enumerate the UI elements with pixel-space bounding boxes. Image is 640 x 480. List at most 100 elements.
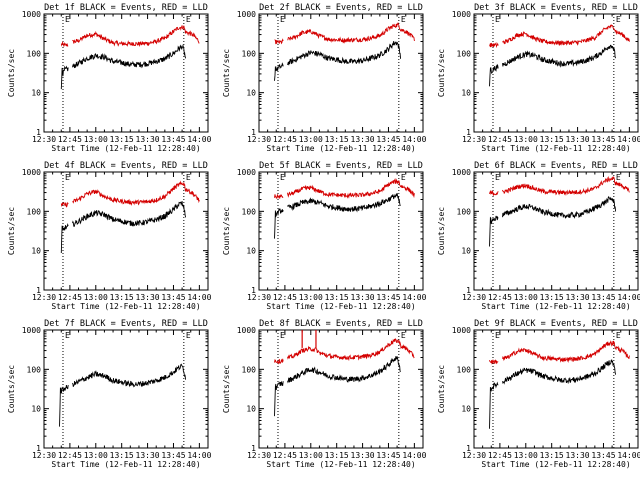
x-tick-label: 12:45 bbox=[488, 451, 512, 460]
x-tick-label: 13:45 bbox=[591, 451, 615, 460]
marker-label: E bbox=[65, 331, 70, 340]
y-tick-label: 1000 bbox=[237, 326, 256, 335]
x-axis-title: Start Time (12-Feb-11 12:28:40) bbox=[266, 460, 415, 469]
x-tick-label: 13:00 bbox=[299, 293, 323, 302]
marker-label: E bbox=[280, 15, 285, 24]
y-tick-label: 1 bbox=[466, 128, 471, 137]
marker-label: E bbox=[401, 15, 406, 24]
events-curve bbox=[59, 363, 187, 427]
panel-frame bbox=[473, 13, 639, 133]
y-tick-label: 100 bbox=[27, 49, 42, 58]
x-tick-label: 13:30 bbox=[566, 293, 590, 302]
x-tick-label: 12:30 bbox=[247, 293, 271, 302]
y-tick-label: 10 bbox=[31, 405, 41, 414]
marker-label: E bbox=[186, 15, 191, 24]
y-tick-label: 1000 bbox=[237, 168, 256, 177]
y-tick-label: 10 bbox=[31, 247, 41, 256]
x-axis-title: Start Time (12-Feb-11 12:28:40) bbox=[481, 460, 630, 469]
y-tick-label: 1000 bbox=[237, 10, 256, 19]
detector-panel: Det 8f BLACK = Events, RED = LLD 1 10 100 10… bbox=[222, 319, 427, 469]
panel-frame bbox=[258, 13, 424, 133]
y-tick-label: 10 bbox=[461, 405, 471, 414]
y-axis-title: Counts/sec bbox=[7, 49, 16, 97]
lld-curve bbox=[60, 25, 200, 47]
y-tick-label: 10 bbox=[461, 247, 471, 256]
y-tick-label: 1000 bbox=[452, 10, 471, 19]
x-axis-title: Start Time (12-Feb-11 12:28:40) bbox=[51, 460, 200, 469]
x-tick-label: 13:45 bbox=[591, 135, 615, 144]
x-tick-label: 13:30 bbox=[566, 135, 590, 144]
x-tick-label: 13:00 bbox=[514, 451, 538, 460]
panel-frame bbox=[43, 13, 209, 133]
x-tick-label: 13:00 bbox=[299, 135, 323, 144]
x-tick-label: 14:00 bbox=[187, 135, 211, 144]
y-axis-title: Counts/sec bbox=[222, 207, 231, 255]
y-tick-label: 1000 bbox=[22, 326, 41, 335]
y-tick-label: 1000 bbox=[22, 168, 41, 177]
x-tick-label: 12:45 bbox=[273, 293, 297, 302]
x-tick-label: 12:30 bbox=[32, 135, 56, 144]
x-axis-title: Start Time (12-Feb-11 12:28:40) bbox=[481, 302, 630, 311]
detector-panel: Det 2f BLACK = Events, RED = LLD 1 10 100 10… bbox=[222, 3, 427, 153]
x-tick-label: 14:00 bbox=[402, 135, 426, 144]
x-tick-label: 12:30 bbox=[247, 135, 271, 144]
x-tick-label: 12:30 bbox=[32, 451, 56, 460]
x-axis-title: Start Time (12-Feb-11 12:28:40) bbox=[481, 144, 630, 153]
y-axis-title: Counts/sec bbox=[222, 49, 231, 97]
x-tick-label: 13:15 bbox=[325, 293, 349, 302]
x-tick-label: 13:45 bbox=[376, 293, 400, 302]
lld-curve bbox=[489, 24, 630, 49]
x-tick-label: 14:00 bbox=[617, 451, 640, 460]
x-tick-label: 13:00 bbox=[514, 293, 538, 302]
x-tick-label: 13:00 bbox=[84, 451, 108, 460]
y-axis-title: Counts/sec bbox=[437, 365, 446, 413]
detector-panel: Det 9f BLACK = Events, RED = LLD 1 10 100 10… bbox=[437, 319, 640, 469]
x-tick-label: 12:30 bbox=[247, 451, 271, 460]
x-axis-title: Start Time (12-Feb-11 12:28:40) bbox=[51, 144, 200, 153]
x-tick-label: 14:00 bbox=[617, 293, 640, 302]
y-axis-title: Counts/sec bbox=[437, 49, 446, 97]
events-curve bbox=[489, 195, 617, 247]
y-tick-label: 1000 bbox=[452, 326, 471, 335]
detector-panel: Det 7f BLACK = Events, RED = LLD 1 10 100 10… bbox=[7, 319, 212, 469]
y-tick-label: 1 bbox=[251, 444, 256, 453]
panel-frame bbox=[473, 171, 639, 291]
marker-label: E bbox=[616, 15, 621, 24]
x-tick-label: 13:30 bbox=[136, 451, 160, 460]
panel-title: Det 5f BLACK = Events, RED = LLD bbox=[259, 161, 423, 171]
y-tick-label: 100 bbox=[457, 49, 472, 58]
x-tick-label: 13:45 bbox=[161, 293, 185, 302]
lld-curve bbox=[274, 338, 415, 365]
x-tick-label: 14:00 bbox=[402, 293, 426, 302]
x-tick-label: 13:30 bbox=[351, 293, 375, 302]
y-axis-title: Counts/sec bbox=[437, 207, 446, 255]
x-tick-label: 13:15 bbox=[325, 451, 349, 460]
lld-curve bbox=[274, 21, 415, 45]
x-tick-label: 13:15 bbox=[110, 135, 134, 144]
events-curve bbox=[274, 193, 401, 239]
panel-frame bbox=[43, 171, 209, 291]
x-tick-label: 12:45 bbox=[58, 451, 82, 460]
y-axis-title: Counts/sec bbox=[7, 207, 16, 255]
y-tick-label: 1000 bbox=[452, 168, 471, 177]
panel-frame bbox=[473, 329, 639, 449]
x-tick-label: 13:45 bbox=[591, 293, 615, 302]
panel-title: Det 1f BLACK = Events, RED = LLD bbox=[44, 3, 208, 13]
y-tick-label: 1 bbox=[36, 128, 41, 137]
y-tick-label: 1 bbox=[36, 286, 41, 295]
y-tick-label: 10 bbox=[246, 89, 256, 98]
panel-title: Det 9f BLACK = Events, RED = LLD bbox=[474, 319, 638, 329]
x-tick-label: 13:00 bbox=[299, 451, 323, 460]
y-tick-label: 100 bbox=[27, 207, 42, 216]
x-tick-label: 14:00 bbox=[402, 451, 426, 460]
x-tick-label: 13:45 bbox=[161, 451, 185, 460]
y-tick-label: 100 bbox=[242, 49, 257, 58]
y-tick-label: 1 bbox=[251, 286, 256, 295]
x-tick-label: 12:30 bbox=[32, 293, 56, 302]
events-curve bbox=[489, 44, 617, 87]
x-tick-label: 14:00 bbox=[187, 451, 211, 460]
marker-label: E bbox=[495, 173, 500, 182]
panel-title: Det 3f BLACK = Events, RED = LLD bbox=[474, 3, 638, 13]
x-tick-label: 13:30 bbox=[136, 135, 160, 144]
events-curve bbox=[60, 201, 187, 254]
